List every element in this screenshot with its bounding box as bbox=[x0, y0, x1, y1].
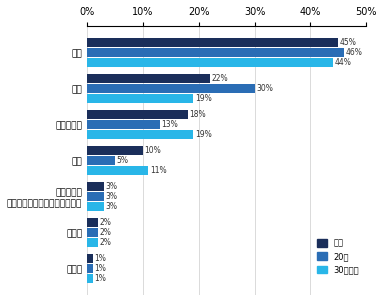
Text: 18%: 18% bbox=[189, 110, 206, 119]
Bar bbox=[87, 84, 255, 93]
Text: 46%: 46% bbox=[346, 48, 362, 57]
Bar bbox=[87, 38, 338, 47]
Bar bbox=[87, 264, 93, 273]
Text: 11%: 11% bbox=[150, 166, 167, 175]
Text: 1%: 1% bbox=[94, 274, 106, 283]
Bar bbox=[87, 146, 143, 155]
Bar bbox=[87, 74, 210, 83]
Text: 13%: 13% bbox=[161, 120, 178, 129]
Bar bbox=[87, 218, 98, 227]
Text: 10%: 10% bbox=[145, 146, 161, 155]
Legend: 全体, 20代, 30代以上: 全体, 20代, 30代以上 bbox=[313, 236, 362, 278]
Bar bbox=[87, 130, 193, 139]
Text: 5%: 5% bbox=[117, 156, 129, 165]
Bar bbox=[87, 202, 104, 211]
Text: 2%: 2% bbox=[100, 218, 112, 227]
Bar bbox=[87, 228, 98, 237]
Text: 22%: 22% bbox=[212, 74, 228, 83]
Text: 19%: 19% bbox=[195, 130, 212, 139]
Text: 45%: 45% bbox=[340, 38, 357, 47]
Bar bbox=[87, 192, 104, 201]
Text: 3%: 3% bbox=[106, 182, 118, 191]
Text: 1%: 1% bbox=[94, 264, 106, 273]
Text: 1%: 1% bbox=[94, 254, 106, 263]
Text: 44%: 44% bbox=[334, 58, 351, 67]
Text: 19%: 19% bbox=[195, 94, 212, 103]
Bar bbox=[87, 238, 98, 247]
Bar bbox=[87, 48, 344, 57]
Text: 2%: 2% bbox=[100, 228, 112, 237]
Bar bbox=[87, 110, 188, 119]
Bar bbox=[87, 156, 115, 165]
Text: 30%: 30% bbox=[256, 84, 273, 93]
Text: 3%: 3% bbox=[106, 192, 118, 201]
Bar bbox=[87, 182, 104, 191]
Bar bbox=[87, 58, 333, 67]
Text: 3%: 3% bbox=[106, 202, 118, 211]
Bar bbox=[87, 166, 149, 175]
Bar bbox=[87, 120, 160, 129]
Text: 2%: 2% bbox=[100, 238, 112, 247]
Bar bbox=[87, 274, 93, 283]
Bar bbox=[87, 94, 193, 103]
Bar bbox=[87, 254, 93, 263]
